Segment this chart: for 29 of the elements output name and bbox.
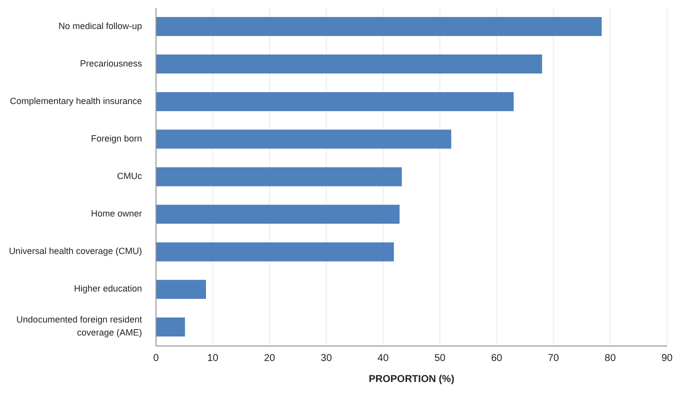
x-axis-title: PROPORTION (%) (368, 374, 454, 385)
x-tick-label: 80 (604, 353, 616, 364)
y-tick-label: No medical follow-up (58, 21, 142, 32)
x-tick-label: 10 (207, 353, 219, 364)
bar (156, 280, 206, 299)
y-tick-label: Undocumented foreign resident coverage (AME) (16, 315, 142, 338)
bar (156, 54, 542, 74)
bar (156, 92, 514, 112)
bar (156, 317, 185, 336)
bar (156, 204, 400, 224)
y-tick-label: Complementary health insurance (10, 96, 142, 106)
x-tick-label: 0 (153, 353, 160, 364)
x-tick-label: 70 (548, 353, 560, 364)
bar (156, 167, 402, 186)
y-tick-label: Precariousness (80, 58, 142, 69)
bar (156, 130, 452, 149)
x-tick-label: 50 (434, 353, 446, 364)
y-tick-label: Higher education (74, 284, 142, 294)
bar (156, 17, 602, 36)
y-tick-label: Home owner (90, 208, 142, 219)
y-tick-label: CMUc (117, 171, 142, 182)
x-tick-label: 20 (264, 353, 276, 364)
y-tick-label: Foreign born (90, 134, 142, 144)
x-tick-label: 30 (320, 353, 332, 364)
x-tick-label: 40 (378, 353, 390, 364)
x-tick-label: 90 (661, 353, 673, 364)
x-tick-label: 60 (491, 353, 503, 364)
y-tick-label: Universal health coverage (CMU) (8, 246, 142, 256)
bar (156, 242, 394, 262)
